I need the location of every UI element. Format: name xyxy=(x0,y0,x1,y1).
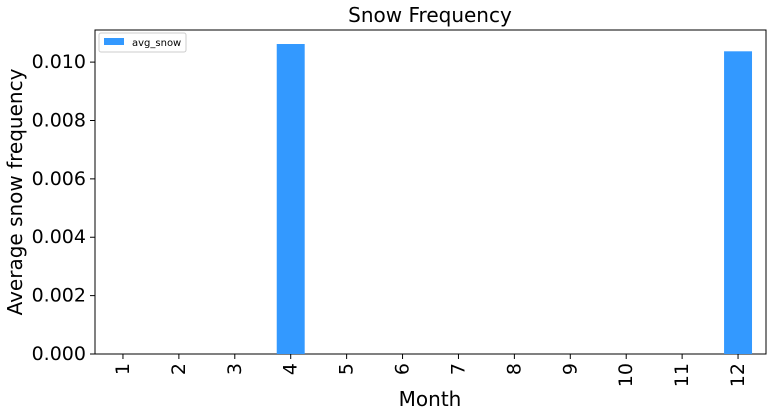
bars-group xyxy=(276,44,753,355)
legend: avg_snow xyxy=(98,32,187,53)
x-tick-label: 7 xyxy=(447,363,469,375)
y-axis-label: Average snow frequency xyxy=(3,68,27,315)
x-tick-label: 12 xyxy=(727,363,749,387)
legend-label: avg_snow xyxy=(132,38,181,49)
x-axis-label: Month xyxy=(399,387,462,411)
x-tick-label: 1 xyxy=(112,363,134,375)
legend-swatch xyxy=(104,38,124,45)
bar-month-4 xyxy=(276,44,305,354)
y-tick-label: 0.006 xyxy=(32,168,86,190)
y-tick-label: 0.010 xyxy=(32,51,86,73)
y-axis-ticks: 0.000 0.002 0.004 0.006 0.008 0.010 xyxy=(32,51,95,365)
x-tick-label: 4 xyxy=(280,363,302,375)
chart-title: Snow Frequency xyxy=(348,3,512,27)
y-tick-label: 0.008 xyxy=(32,109,86,131)
x-tick-label: 5 xyxy=(336,363,358,375)
y-tick-label: 0.002 xyxy=(32,285,86,307)
x-tick-label: 9 xyxy=(559,363,581,375)
x-tick-label: 8 xyxy=(503,363,525,375)
plot-frame xyxy=(94,29,767,355)
y-tick-label: 0.004 xyxy=(32,226,86,248)
x-tick-label: 11 xyxy=(671,363,693,387)
x-tick-label: 2 xyxy=(168,363,190,375)
x-tick-label: 10 xyxy=(615,363,637,387)
x-axis-ticks: 1 2 3 4 5 6 7 8 9 10 11 12 xyxy=(112,354,749,387)
x-tick-label: 6 xyxy=(392,363,414,375)
x-tick-label: 3 xyxy=(224,363,246,375)
y-tick-label: 0.000 xyxy=(32,343,86,365)
legend-box xyxy=(98,32,187,53)
bar-month-12 xyxy=(724,51,753,355)
